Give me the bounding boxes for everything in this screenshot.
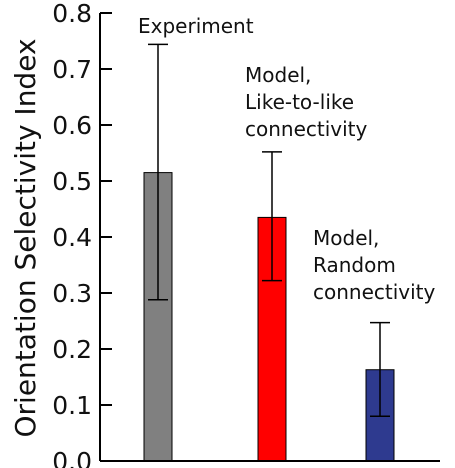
bar-annotation-0-line-0: Experiment [138, 14, 254, 38]
bar-annotation-2-line-2: connectivity [313, 280, 436, 304]
bar-annotation-1-line-2: connectivity [245, 117, 368, 141]
y-tick-label-0: 0.0 [52, 447, 92, 468]
bar-annotation-2: Model, Random connectivity [313, 226, 436, 304]
bar-annotation-0: Experiment [138, 14, 254, 38]
bar-annotation-1-line-1: Like-to-like [245, 90, 354, 114]
y-axis-title: Orientation Selectivity Index [9, 38, 42, 437]
y-tick-label-1: 0.1 [52, 391, 92, 420]
bar-annotation-1-line-0: Model, [245, 63, 311, 87]
y-tick-label-3: 0.3 [52, 279, 92, 308]
y-tick-label-5: 0.5 [52, 167, 92, 196]
bar-annotation-2-line-1: Random [313, 253, 396, 277]
bar-annotation-2-line-0: Model, [313, 226, 379, 250]
bar-annotations: Experiment Model, Like-to-like connectivity… [138, 14, 436, 304]
error-bars [148, 43, 390, 417]
y-tick-label-6: 0.6 [52, 111, 92, 140]
y-tick-label-8: 0.8 [52, 0, 92, 28]
y-tick-label-4: 0.4 [52, 223, 92, 252]
y-tick-label-2: 0.2 [52, 335, 92, 364]
bar-annotation-1: Model, Like-to-like connectivity [245, 63, 368, 141]
y-ticks: 0.0 0.1 0.2 0.3 0.4 0.5 0.6 0.7 0.8 [52, 0, 112, 468]
y-tick-label-7: 0.7 [52, 55, 92, 84]
bars [143, 172, 395, 462]
